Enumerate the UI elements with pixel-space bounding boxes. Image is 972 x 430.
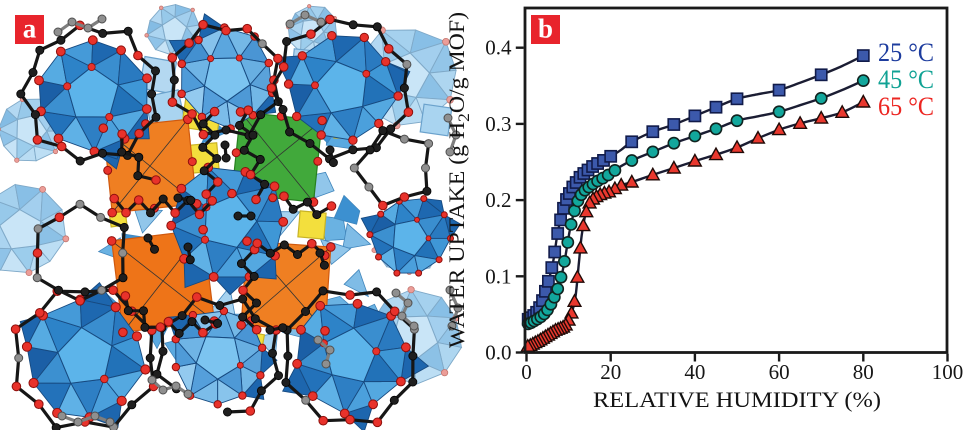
svg-text:0.0: 0.0 — [486, 341, 512, 365]
svg-text:a: a — [23, 14, 37, 44]
svg-text:20: 20 — [600, 360, 621, 384]
svg-text:100: 100 — [932, 360, 964, 384]
svg-text:RELATIVE HUMIDITY (%): RELATIVE HUMIDITY (%) — [593, 387, 881, 412]
svg-text:0: 0 — [521, 360, 532, 384]
svg-text:b: b — [538, 14, 553, 44]
svg-text:WATER UPTAKE (g H2O/g MOF): WATER UPTAKE (g H2O/g MOF) — [444, 12, 473, 348]
svg-text:40: 40 — [684, 360, 705, 384]
svg-text:0.3: 0.3 — [486, 112, 512, 136]
svg-text:60: 60 — [769, 360, 790, 384]
svg-text:80: 80 — [853, 360, 874, 384]
svg-text:45 °C: 45 °C — [878, 65, 934, 94]
svg-text:0.2: 0.2 — [486, 188, 512, 212]
svg-text:25 °C: 25 °C — [878, 38, 934, 67]
svg-text:65 °C: 65 °C — [878, 92, 934, 121]
svg-text:0.1: 0.1 — [486, 264, 512, 288]
svg-text:0.4: 0.4 — [486, 36, 512, 60]
